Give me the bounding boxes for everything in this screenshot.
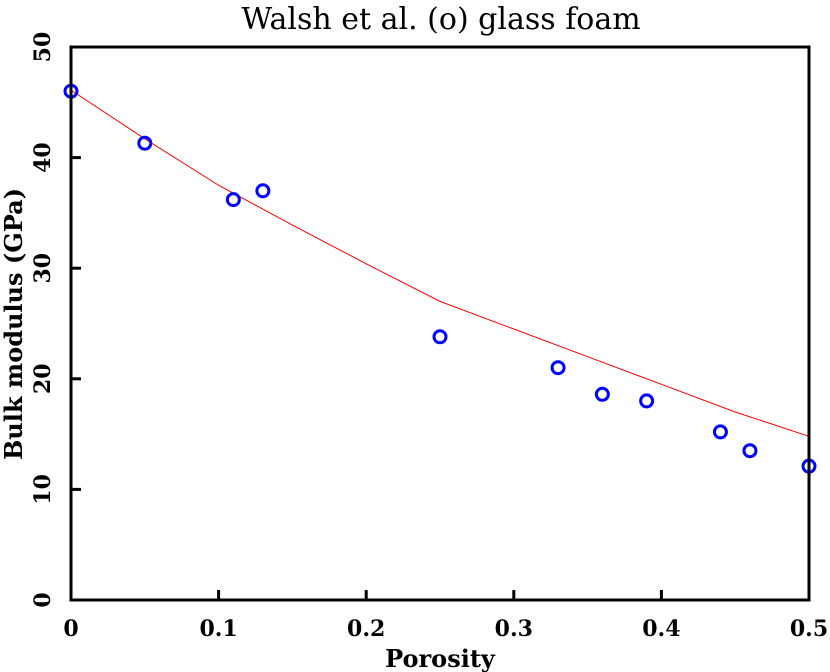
- data-point: [255, 183, 271, 199]
- data-point: [594, 386, 610, 402]
- plot-frame: [69, 45, 811, 602]
- y-tick-label: 40: [30, 142, 56, 173]
- data-point: [712, 424, 728, 440]
- x-tick-label: 0.1: [199, 616, 237, 642]
- y-axis-label: Bulk modulus (GPa): [0, 188, 28, 460]
- axis-ticks: 0 0.1 0.2 0.3 0.4 0.5 0 10 20 30 40 50: [30, 32, 828, 642]
- data-point: [432, 329, 448, 345]
- data-point: [225, 192, 241, 208]
- data-point: [550, 360, 566, 376]
- y-tick-label: 50: [30, 32, 56, 63]
- y-tick-label: 20: [30, 363, 56, 394]
- plot-area: [63, 83, 817, 474]
- data-point: [742, 443, 758, 459]
- fit-curve: [70, 89, 810, 437]
- y-tick-label: 30: [30, 253, 56, 284]
- y-tick-label: 0: [30, 592, 56, 607]
- x-tick-label: 0.5: [790, 616, 828, 642]
- data-point: [137, 135, 153, 151]
- x-tick-label: 0.4: [642, 616, 680, 642]
- data-point: [639, 393, 655, 409]
- chart-title: Walsh et al. (o) glass foam: [241, 2, 640, 37]
- y-tick-label: 10: [30, 474, 56, 505]
- x-axis-label: Porosity: [385, 644, 496, 672]
- x-tick-label: 0.3: [495, 616, 533, 642]
- x-tick-label: 0: [63, 616, 78, 642]
- x-tick-label: 0.2: [347, 616, 385, 642]
